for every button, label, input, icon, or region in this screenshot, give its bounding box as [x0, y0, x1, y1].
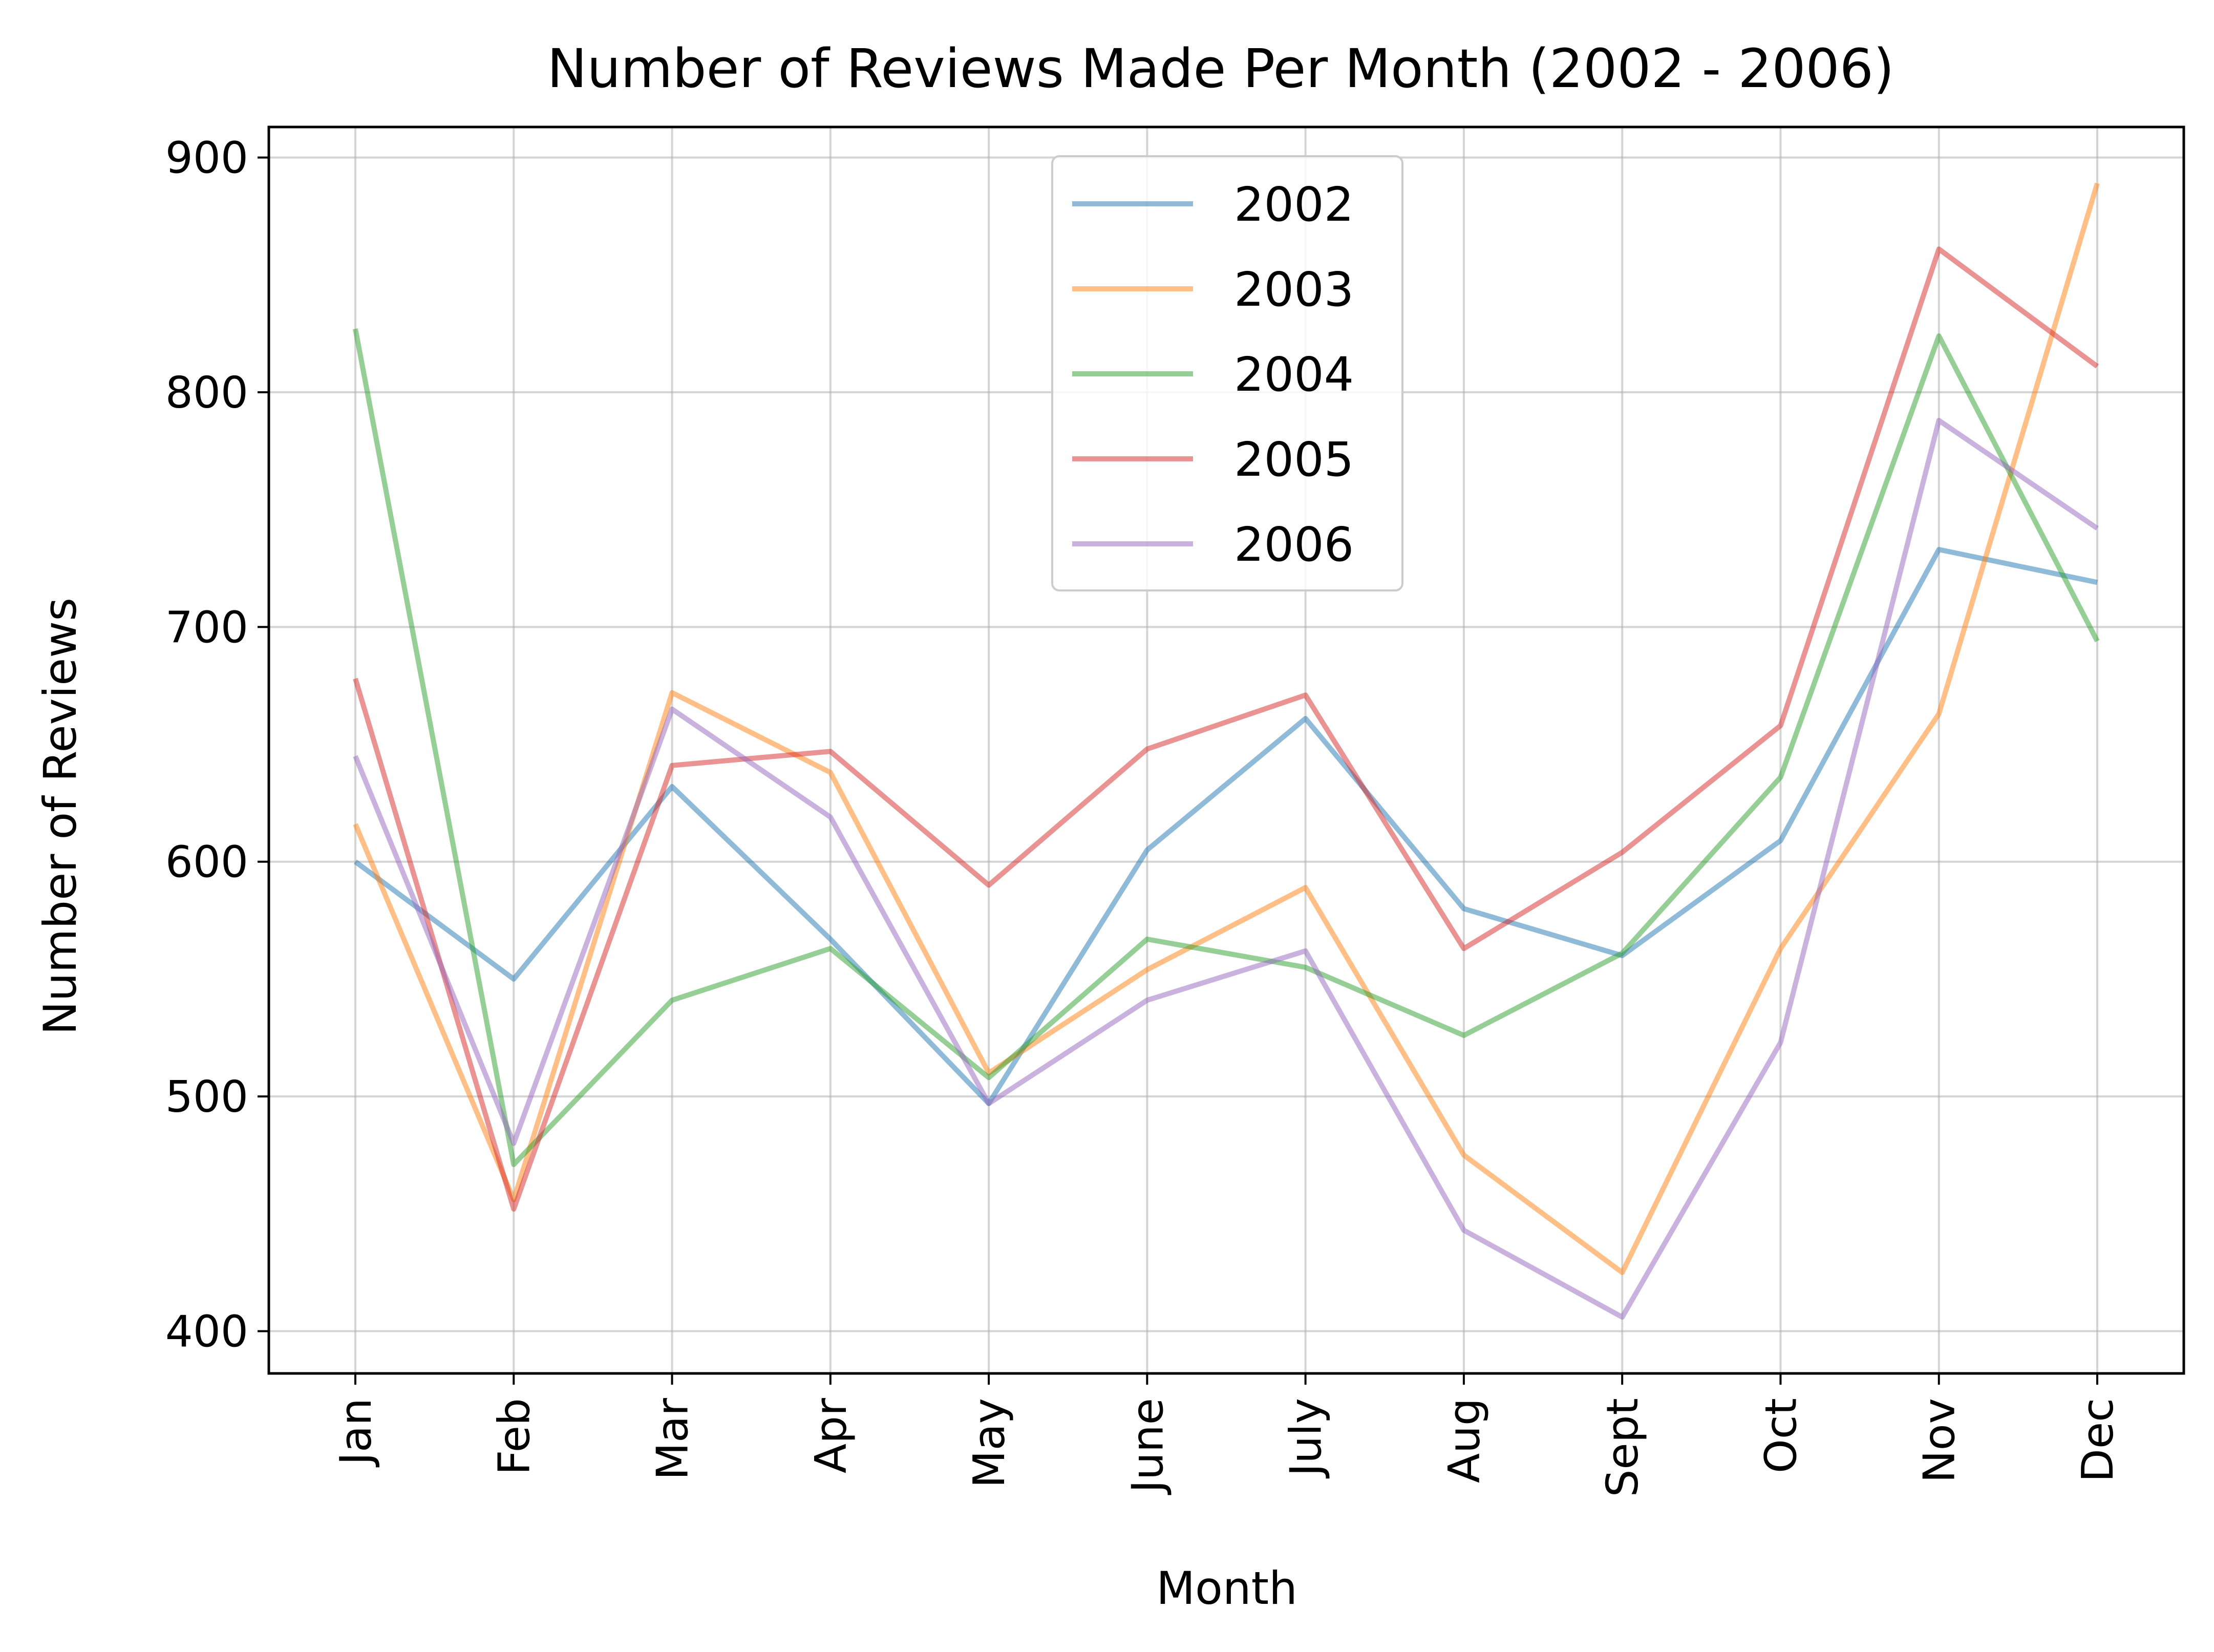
y-tick-label: 700	[165, 602, 248, 653]
legend-label-2006: 2006	[1234, 517, 1354, 572]
series-line-2002	[354, 547, 2098, 1106]
x-tick-label: Aug	[1439, 1398, 1490, 1483]
y-tick-label: 600	[165, 837, 248, 888]
x-tick-label: Feb	[489, 1398, 540, 1475]
x-tick-label: July	[1281, 1398, 1332, 1479]
x-axis-ticks: Jan Feb Mar Apr May June July Aug Sept Oct Nov Dec	[331, 1373, 2123, 1497]
x-tick-label: Oct	[1756, 1398, 1806, 1473]
y-tick-label: 800	[165, 368, 248, 418]
chart-title: Number of Reviews Made Per Month (2002 -…	[547, 37, 1894, 100]
y-axis-label: Number of Reviews	[34, 598, 87, 1035]
legend-label-2005: 2005	[1234, 432, 1354, 487]
y-tick-label: 400	[165, 1306, 248, 1357]
y-tick-label: 900	[165, 133, 248, 184]
x-tick-label: Sept	[1598, 1398, 1648, 1497]
x-tick-label: May	[964, 1398, 1015, 1488]
y-tick-label: 500	[165, 1072, 248, 1122]
legend-label-2003: 2003	[1234, 262, 1354, 317]
x-tick-label: Jan	[331, 1398, 381, 1468]
y-axis-ticks: 400 500 600 700 800 900	[165, 133, 269, 1357]
x-tick-label: Apr	[806, 1398, 857, 1473]
series-line-2004	[353, 328, 2100, 1167]
x-tick-label: Nov	[1914, 1398, 1965, 1483]
x-tick-label: June	[1122, 1398, 1173, 1495]
series-line-2006	[353, 418, 2099, 1320]
series-lines	[353, 182, 2100, 1320]
legend-box	[1051, 155, 1403, 591]
x-tick-label: Dec	[2073, 1398, 2123, 1482]
legend-label-2002: 2002	[1234, 177, 1354, 232]
x-axis-label: Month	[1156, 1562, 1297, 1615]
x-tick-label: Mar	[648, 1398, 698, 1480]
legend-label-2004: 2004	[1234, 347, 1354, 402]
legend: 2002 2003 2004 2005 2006	[1051, 155, 1403, 591]
plot-frame	[267, 125, 2185, 1375]
series-line-2005	[353, 246, 2099, 1212]
